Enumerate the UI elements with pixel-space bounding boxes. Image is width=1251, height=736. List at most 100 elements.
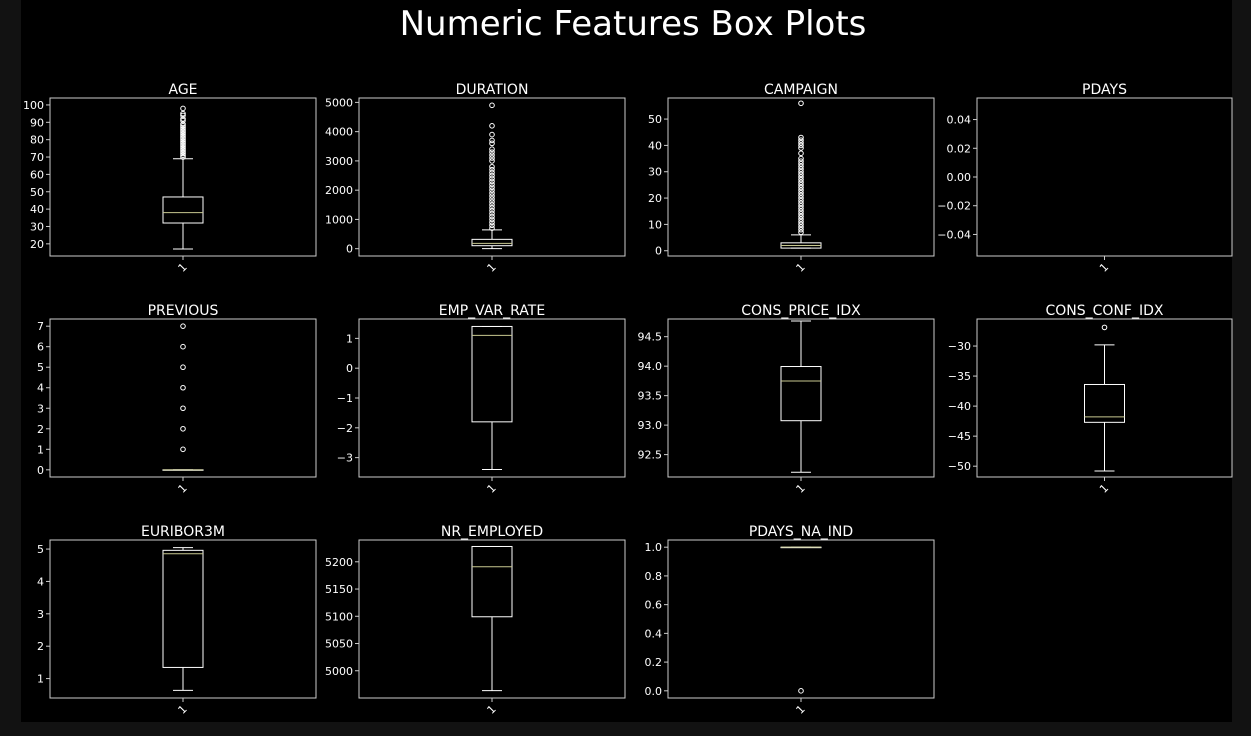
figure-title: Numeric Features Box Plots: [400, 4, 867, 44]
outlier-point: [489, 181, 495, 188]
outlier-point: [798, 179, 804, 186]
y-tick-label: 5100: [325, 610, 353, 623]
y-tick-label: 0.04: [947, 114, 972, 127]
outlier-point: [489, 207, 495, 214]
y-tick-label: 4: [37, 575, 44, 588]
outlier-point: [180, 154, 186, 160]
outlier-point: [489, 190, 495, 196]
outlier-point: [798, 166, 804, 172]
y-tick-label: 1: [346, 332, 353, 345]
outlier-point: [798, 218, 804, 225]
outlier-point: [798, 150, 804, 157]
outlier-point: [180, 143, 186, 150]
subplot-title: PDAYS: [1082, 82, 1127, 98]
subplot-title: CONS_PRICE_IDX: [741, 303, 861, 319]
y-tick-label: 40: [30, 203, 44, 216]
y-tick-label: 3000: [325, 155, 353, 168]
outlier-point: [798, 192, 804, 199]
outlier-point: [489, 199, 495, 205]
outlier-point: [798, 195, 804, 201]
outlier-point: [180, 112, 186, 119]
subplot-cons-conf-idx: CONS_CONF_IDX−50−45−40−35−301: [948, 303, 1233, 496]
y-tick-label: 3: [37, 608, 44, 621]
outlier-point: [798, 224, 804, 230]
y-tick-label: 100: [23, 99, 44, 112]
outlier-point: [798, 688, 804, 694]
outlier-point: [798, 161, 804, 167]
outlier-point: [489, 166, 495, 173]
outlier-point: [180, 136, 186, 143]
outlier-point: [180, 384, 186, 391]
y-tick-label: 0.6: [645, 599, 663, 612]
outlier-point: [489, 172, 495, 179]
outlier-point: [180, 126, 186, 133]
outlier-point: [180, 105, 186, 112]
y-tick-label: −2: [337, 422, 353, 435]
y-tick-label: 0.2: [645, 656, 663, 669]
outlier-point: [180, 142, 186, 148]
outlier-point: [489, 140, 495, 147]
outlier-point: [798, 168, 804, 175]
outlier-point: [489, 222, 495, 229]
outlier-point: [798, 174, 804, 180]
outlier-point: [180, 364, 186, 371]
outlier-point: [489, 204, 495, 211]
outlier-point: [489, 155, 495, 161]
outlier-point: [180, 147, 186, 153]
outlier-point: [180, 145, 186, 152]
outlier-point: [180, 131, 186, 138]
y-tick-label: 0.4: [645, 627, 663, 640]
y-tick-label: 1000: [325, 213, 353, 226]
y-tick-label: 40: [648, 139, 662, 152]
outlier-point: [798, 100, 804, 107]
outlier-point: [180, 150, 186, 157]
y-tick-label: −40: [948, 400, 971, 413]
y-tick-label: 5000: [325, 96, 353, 109]
y-tick-label: 0: [346, 243, 353, 256]
subplot-title: PDAYS_NA_IND: [749, 524, 853, 540]
outlier-point: [489, 131, 495, 138]
outlier-point: [798, 134, 804, 141]
outlier-point: [798, 229, 804, 236]
subplot-title: EURIBOR3M: [141, 524, 225, 540]
y-tick-label: 10: [648, 218, 662, 231]
outlier-point: [180, 133, 186, 139]
y-tick-label: 94.0: [638, 360, 663, 373]
y-tick-label: 20: [648, 192, 662, 205]
subplot-title: CAMPAIGN: [764, 82, 838, 98]
y-tick-label: −30: [948, 340, 971, 353]
y-tick-label: 93.0: [638, 419, 663, 432]
outlier-point: [798, 171, 804, 178]
outlier-point: [180, 128, 186, 134]
outlier-point: [798, 187, 804, 193]
y-tick-label: −35: [948, 370, 971, 383]
y-tick-label: −1: [337, 392, 353, 405]
outlier-point: [489, 213, 495, 220]
y-tick-label: 70: [30, 151, 44, 164]
outlier-point: [180, 129, 186, 136]
y-tick-label: 50: [648, 113, 662, 126]
y-tick-label: 2: [37, 423, 44, 436]
outlier-point: [489, 163, 495, 170]
outlier-point: [180, 135, 186, 141]
subplot-pdays: PDAYS−0.04−0.020.000.020.041: [937, 82, 1233, 275]
subplot-title: NR_EMPLOYED: [441, 524, 543, 540]
outlier-point: [798, 226, 804, 233]
y-tick-label: 30: [648, 166, 662, 179]
outlier-point: [489, 184, 495, 191]
outlier-point: [798, 200, 804, 207]
outlier-point: [798, 213, 804, 220]
outlier-point: [798, 163, 804, 170]
outlier-point: [180, 343, 186, 350]
outlier-point: [180, 152, 186, 159]
y-tick-label: 5200: [325, 556, 353, 569]
outlier-point: [489, 187, 495, 193]
y-tick-label: 30: [30, 220, 44, 233]
y-tick-label: 5050: [325, 638, 353, 651]
outlier-point: [798, 205, 804, 212]
outlier-point: [489, 219, 495, 226]
outlier-point: [489, 158, 495, 164]
